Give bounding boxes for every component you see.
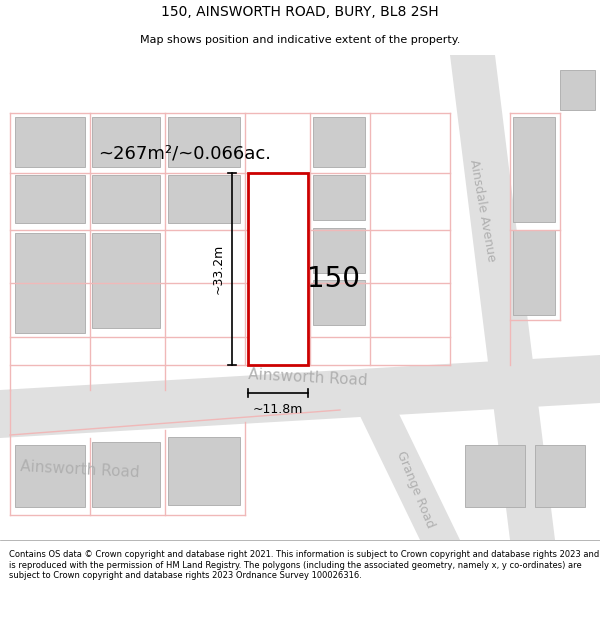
Bar xyxy=(92,175,160,223)
Polygon shape xyxy=(345,385,460,540)
Bar xyxy=(313,175,365,220)
Bar xyxy=(92,117,160,167)
Bar xyxy=(313,228,365,273)
Polygon shape xyxy=(450,55,555,540)
Bar xyxy=(513,117,555,222)
Text: Grange Road: Grange Road xyxy=(394,449,436,531)
Bar xyxy=(560,70,595,110)
Polygon shape xyxy=(0,355,600,438)
Bar xyxy=(15,233,85,333)
Bar xyxy=(513,230,555,315)
Bar xyxy=(465,445,525,507)
Bar xyxy=(92,442,160,507)
Bar xyxy=(168,175,240,223)
Bar xyxy=(15,175,85,223)
Text: 150: 150 xyxy=(307,265,359,293)
Text: 150, AINSWORTH ROAD, BURY, BL8 2SH: 150, AINSWORTH ROAD, BURY, BL8 2SH xyxy=(161,5,439,19)
Text: ~33.2m: ~33.2m xyxy=(212,244,225,294)
Text: Contains OS data © Crown copyright and database right 2021. This information is : Contains OS data © Crown copyright and d… xyxy=(9,550,599,580)
Bar xyxy=(15,117,85,167)
Bar xyxy=(92,233,160,328)
Text: ~11.8m: ~11.8m xyxy=(253,403,303,416)
Bar xyxy=(248,173,308,365)
Bar xyxy=(313,280,365,325)
Bar xyxy=(313,117,365,167)
Bar xyxy=(15,445,85,507)
Text: ~267m²/~0.066ac.: ~267m²/~0.066ac. xyxy=(98,144,271,162)
Text: Ainsworth Road: Ainsworth Road xyxy=(20,459,140,481)
Bar xyxy=(535,445,585,507)
Bar xyxy=(168,437,240,505)
Text: Ainsdale Avenue: Ainsdale Avenue xyxy=(467,158,497,262)
Bar xyxy=(168,117,240,167)
Text: Ainsworth Road: Ainsworth Road xyxy=(248,368,368,389)
Text: Map shows position and indicative extent of the property.: Map shows position and indicative extent… xyxy=(140,34,460,44)
